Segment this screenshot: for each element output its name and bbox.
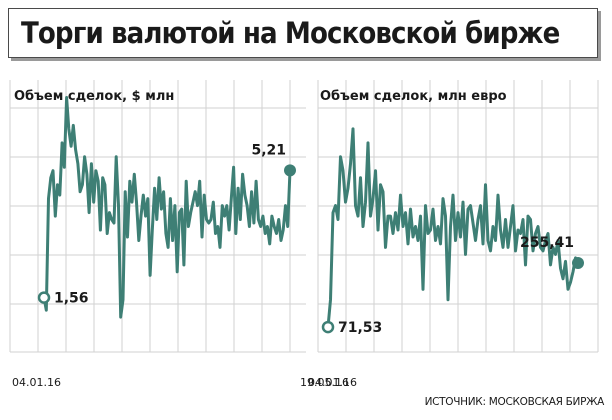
end-marker (572, 256, 584, 269)
chart-panel-2 (317, 80, 599, 353)
start-value-label: 71,53 (338, 320, 382, 336)
chart-title: Объем сделок, млн евро (320, 89, 507, 104)
source-note: ИСТОЧНИК: МОСКОВСКАЯ БИРЖА (424, 396, 605, 408)
title-box: Торги валютой на Московской бирже (8, 8, 598, 58)
end-value-label: 255,41 (520, 235, 574, 251)
end-value-label: 5,21 (251, 142, 286, 158)
series-line (42, 96, 292, 319)
start-value-label: 1,56 (54, 291, 89, 307)
x-tick-label: 04.01.16 (308, 376, 357, 389)
chart-title: Объем сделок, $ млн (14, 89, 174, 104)
x-tick-label: 04.01.16 (12, 376, 61, 389)
start-marker (321, 320, 335, 334)
page-title: Торги валютой на Московской бирже (21, 16, 560, 50)
series-line (326, 127, 580, 328)
start-marker (37, 291, 51, 304)
end-marker (284, 164, 296, 177)
chart-panel-1 (9, 80, 306, 353)
x-tick-label: 19.05.16 (300, 376, 349, 389)
